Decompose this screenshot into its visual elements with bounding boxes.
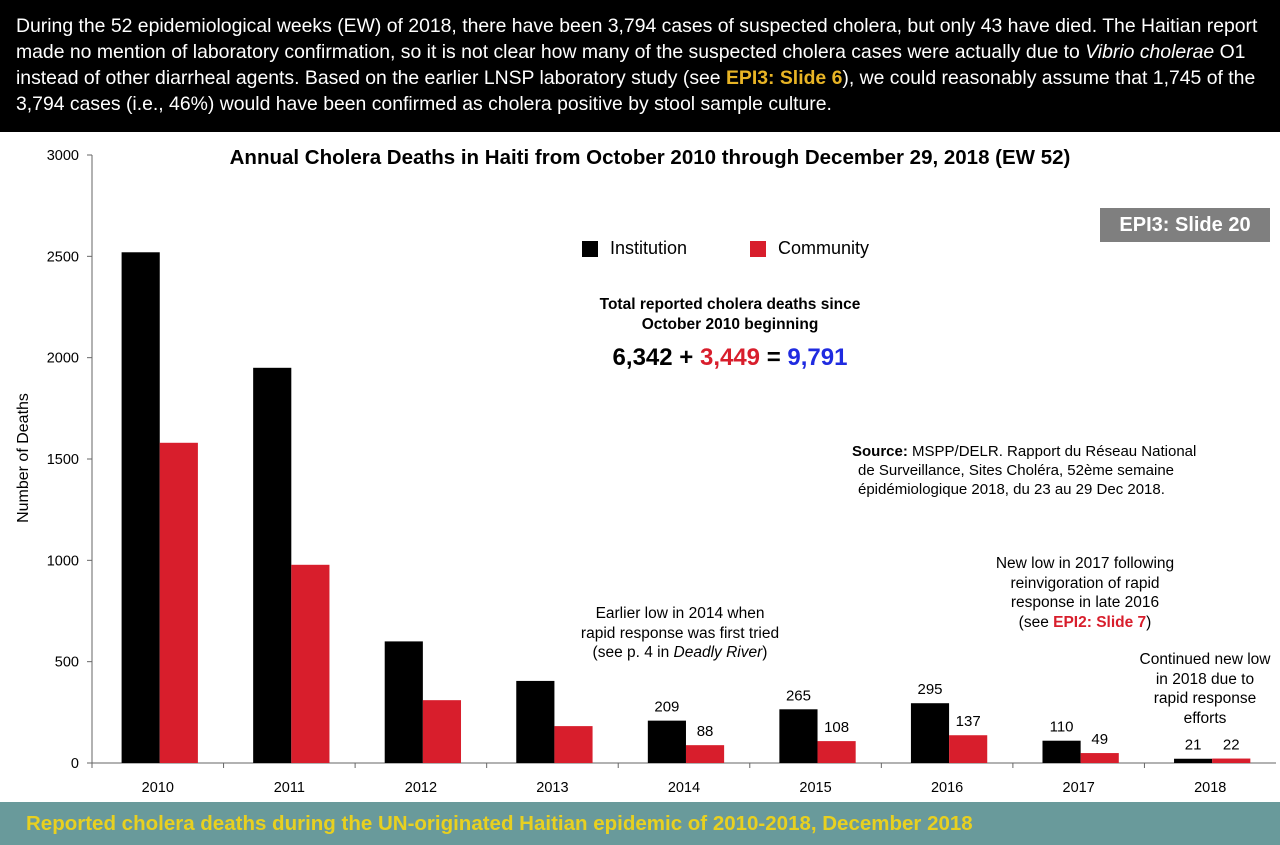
bar-community-2018	[1212, 758, 1251, 763]
x-tick-label: 2012	[405, 780, 437, 796]
bar-institution-2015	[779, 709, 818, 763]
legend-label-community: Community	[778, 238, 870, 258]
bar-chart: 0 500 1000 1500 2000 2500 3000 2010 2011 2012 2013…	[15, 148, 1276, 796]
x-tick-label: 2018	[1194, 780, 1226, 796]
intro-text-italic: Vibrio cholerae	[1085, 41, 1215, 63]
data-label-institution-2015: 265	[786, 687, 811, 704]
annotation-2017-line4-pre: (see	[1018, 613, 1054, 631]
source-line1: MSPP/DELR. Rapport du Réseau National	[907, 443, 1197, 460]
bar-community-2012	[422, 700, 462, 763]
totals-equation: 6,342 + 3,449 = 9,791	[540, 344, 920, 372]
bar-institution-2012	[384, 641, 423, 763]
bar-institution-2018	[1174, 758, 1213, 763]
intro-text-part2: O1 instead of other diarrheal agents. Ba…	[16, 41, 1246, 89]
data-label-institution-2017: 110	[1050, 719, 1074, 736]
total-community: 3,449	[699, 344, 761, 371]
epi3-slide6-link[interactable]: EPI3: Slide 6	[725, 67, 843, 89]
data-label-community-2017: 49	[1091, 731, 1108, 748]
y-tick-label: 3000	[47, 148, 79, 164]
data-label-community-2016: 137	[956, 713, 981, 730]
data-label-community-2018: 22	[1223, 737, 1240, 754]
y-tick-label: 0	[71, 756, 79, 772]
legend-swatch-community	[750, 240, 766, 257]
annotation-2018-line4: efforts	[1183, 709, 1227, 727]
y-tick-label: 1500	[47, 452, 79, 468]
epi2-slide7-link[interactable]: EPI2: Slide 7	[1053, 613, 1147, 631]
source-line3: épidémiologique 2018, du 23 au 29 Dec 20…	[858, 481, 1165, 498]
y-tick-label: 2500	[47, 249, 79, 265]
annotation-2014-line2: rapid response was first tried	[580, 624, 780, 642]
deadly-river-reference: Deadly River	[673, 644, 763, 661]
bar-community-2010	[159, 442, 198, 763]
annotation-2018-line1: Continued new low	[1139, 651, 1271, 668]
equals-sign: =	[760, 344, 788, 371]
bar-community-2015	[817, 741, 856, 763]
legend-swatch-institution	[582, 240, 598, 257]
bar-community-2017	[1080, 753, 1119, 763]
annotation-2018-line3: rapid response	[1153, 690, 1257, 707]
bar-institution-2010	[121, 252, 160, 763]
source-line2: de Surveillance, Sites Choléra, 52ème se…	[858, 462, 1175, 479]
annotation-2018-low: Continued new low in 2018 due to rapid r…	[1125, 650, 1280, 728]
slide-badge: EPI3: Slide 20	[1100, 208, 1270, 242]
chart-title: Annual Cholera Deaths in Haiti from Octo…	[229, 146, 1071, 169]
annotation-2014-low: Earlier low in 2014 when rapid response …	[555, 604, 805, 663]
data-label-institution-2018: 21	[1185, 737, 1202, 754]
annotation-2018-line2: in 2018 due to	[1155, 670, 1255, 688]
legend-label-institution: Institution	[610, 238, 688, 258]
y-tick-label: 2000	[47, 351, 79, 367]
x-tick-label: 2013	[536, 780, 568, 796]
bar-community-2011	[291, 564, 330, 763]
annotation-2017-line2: reinvigoration of rapid	[1010, 574, 1160, 592]
legend-institution: Institution	[582, 238, 687, 259]
total-institution: 6,342	[612, 344, 673, 371]
data-label-institution-2014: 209	[654, 699, 679, 716]
x-tick-label: 2016	[931, 780, 963, 796]
y-axis-label: Number of Deaths	[15, 393, 32, 523]
annotation-2017-low: New low in 2017 following reinvigoration…	[960, 554, 1210, 632]
intro-text-part1: During the 52 epidemiological weeks (EW)…	[16, 15, 1258, 63]
totals-caption: Total reported cholera deaths since Octo…	[540, 295, 920, 335]
source-label: Source:	[852, 443, 908, 460]
source-note: Source: MSPP/DELR. Rapport du Réseau Nat…	[852, 442, 1262, 499]
x-tick-label: 2010	[142, 780, 174, 796]
plus-sign: +	[672, 344, 700, 371]
annotation-2017-line3: response in late 2016	[1010, 594, 1160, 611]
y-tick-label: 500	[55, 655, 79, 671]
bar-community-2016	[949, 735, 988, 763]
annotation-2014-line3-pre: (see p. 4 in	[592, 644, 674, 661]
x-tick-label: 2015	[799, 780, 831, 796]
total-all: 9,791	[787, 344, 848, 371]
x-tick-label: 2011	[274, 780, 305, 796]
totals-caption-line1: Total reported cholera deaths since	[599, 296, 861, 313]
footer-caption: Reported cholera deaths during the UN-or…	[0, 802, 1280, 845]
legend-community: Community	[750, 238, 869, 259]
intro-text-banner: During the 52 epidemiological weeks (EW)…	[0, 0, 1280, 132]
intro-text-part3: ), we could reasonably assume that 1,745…	[16, 67, 1256, 115]
totals-caption-line2: October 2010 beginning	[641, 316, 819, 333]
annotation-2014-line1: Earlier low in 2014 when	[595, 605, 765, 622]
x-tick-label: 2017	[1063, 780, 1095, 796]
data-label-institution-2016: 295	[917, 681, 942, 698]
data-label-community-2014: 88	[697, 723, 714, 740]
annotation-2017-line4-post: )	[1146, 613, 1152, 631]
bar-institution-2013	[516, 680, 555, 763]
bar-institution-2014	[647, 720, 686, 763]
y-tick-label: 1000	[47, 553, 79, 569]
annotation-2014-line3-post: )	[762, 644, 768, 661]
x-tick-label: 2014	[668, 780, 700, 796]
data-label-community-2015: 108	[824, 719, 849, 736]
bar-community-2014	[685, 745, 725, 763]
annotation-2017-line1: New low in 2017 following	[995, 555, 1175, 572]
bar-community-2013	[554, 726, 593, 763]
bar-institution-2017	[1042, 740, 1081, 763]
bar-institution-2011	[253, 367, 292, 763]
bar-institution-2016	[910, 703, 950, 763]
